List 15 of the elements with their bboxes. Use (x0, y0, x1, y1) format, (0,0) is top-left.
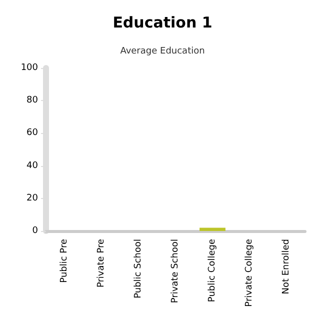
y-tick-label: 100 (20, 63, 38, 73)
y-tick-label: 80 (26, 96, 38, 106)
y-tick-label: 20 (26, 193, 38, 204)
x-tick-label: Not Enrolled (282, 239, 292, 294)
x-tick-label: Public Pre (60, 238, 70, 283)
x-tick-label: Private College (244, 238, 254, 307)
x-tick-label: Public School (134, 239, 144, 298)
x-tick-label: Private School (170, 239, 180, 304)
x-tick-label: Public College (208, 238, 218, 302)
y-tick-label: 40 (26, 160, 38, 171)
chart-title: Education 1 (112, 14, 212, 32)
y-tick-label: 0 (32, 226, 38, 236)
x-tick-label: Private Pre (96, 238, 106, 288)
y-tick-label: 60 (26, 128, 38, 138)
chart-subtitle: Average Education (120, 46, 205, 56)
